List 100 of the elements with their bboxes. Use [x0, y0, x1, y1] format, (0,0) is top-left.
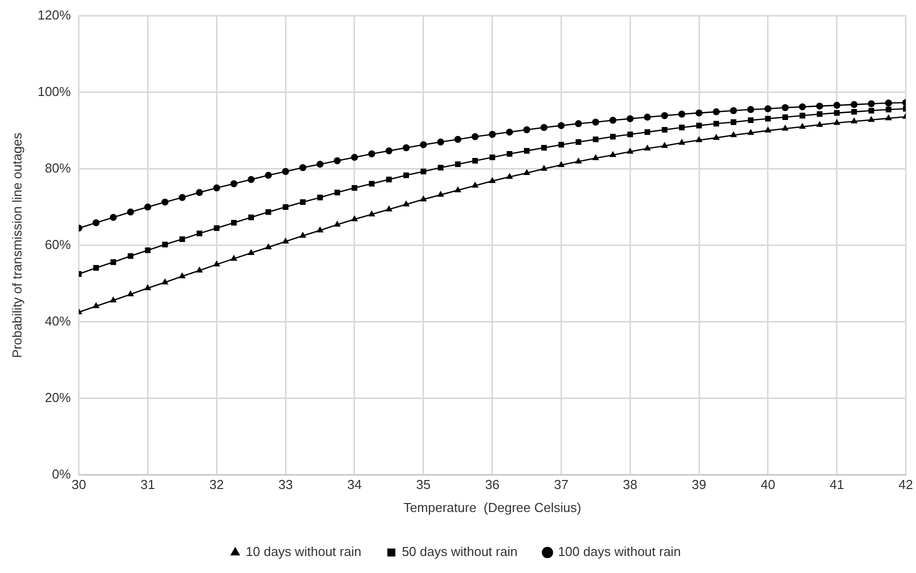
point — [162, 278, 168, 284]
point — [402, 200, 410, 206]
point — [334, 190, 340, 196]
point — [730, 131, 737, 138]
point — [352, 185, 358, 191]
point — [213, 260, 220, 266]
point — [764, 105, 772, 112]
point — [128, 253, 134, 259]
point — [626, 115, 634, 122]
point — [162, 242, 168, 248]
point — [196, 266, 203, 273]
point — [610, 134, 616, 140]
point — [886, 106, 892, 112]
x-tick-label: 42 — [898, 477, 914, 492]
point — [782, 114, 788, 120]
point — [609, 151, 616, 158]
point — [730, 107, 737, 114]
point — [403, 172, 409, 178]
point — [558, 160, 565, 167]
point — [627, 132, 633, 138]
point — [179, 236, 186, 242]
point — [730, 119, 736, 125]
point — [282, 204, 288, 210]
point — [144, 284, 152, 290]
point — [472, 182, 479, 188]
point — [558, 142, 564, 148]
point — [524, 148, 530, 154]
point — [798, 103, 806, 110]
point — [506, 172, 513, 179]
x-tick-label: 37 — [554, 477, 568, 492]
point — [386, 176, 392, 182]
point — [264, 243, 272, 250]
point — [248, 176, 255, 184]
point — [230, 180, 238, 188]
point — [488, 177, 496, 184]
point — [178, 194, 186, 201]
point — [800, 112, 806, 118]
point — [110, 214, 117, 221]
point — [868, 108, 874, 114]
point — [678, 110, 686, 118]
point — [368, 150, 376, 158]
point — [885, 100, 892, 107]
point — [299, 164, 306, 172]
point — [110, 259, 116, 265]
x-tick-label: 38 — [622, 477, 638, 492]
point — [592, 118, 600, 126]
point — [523, 126, 530, 134]
x-tick-label: 35 — [416, 477, 431, 492]
x-tick-label: 40 — [760, 477, 776, 492]
x-tick-label: 33 — [278, 477, 293, 492]
point — [213, 184, 220, 192]
point — [661, 112, 668, 120]
point — [712, 134, 720, 140]
point — [506, 128, 514, 136]
point — [696, 136, 703, 142]
point — [592, 136, 599, 142]
point — [334, 220, 341, 227]
point — [834, 110, 840, 116]
point — [420, 168, 426, 174]
point — [437, 190, 444, 197]
point — [696, 122, 702, 128]
point — [454, 186, 462, 192]
x-tick-label: 32 — [209, 477, 224, 492]
point — [178, 272, 186, 278]
point — [609, 116, 616, 124]
point — [161, 198, 168, 206]
point — [868, 100, 875, 108]
point — [472, 133, 479, 140]
point — [214, 225, 220, 231]
point — [626, 148, 634, 154]
y-tick-label: 0% — [52, 466, 72, 482]
point — [144, 204, 152, 211]
point — [662, 126, 668, 133]
point — [264, 172, 272, 179]
x-tick-label: 39 — [692, 477, 706, 492]
point — [127, 208, 134, 216]
point — [644, 129, 650, 135]
point — [300, 199, 306, 205]
point — [592, 154, 600, 160]
y-tick-label: 20% — [44, 390, 72, 405]
point — [230, 254, 238, 261]
point — [93, 265, 99, 271]
point — [282, 168, 290, 175]
point — [127, 290, 134, 296]
point — [110, 296, 117, 302]
point — [351, 215, 358, 222]
point — [385, 147, 392, 154]
point — [454, 136, 462, 143]
point — [541, 144, 547, 151]
point — [316, 226, 324, 232]
y-tick-label: 100% — [38, 84, 72, 99]
point — [574, 120, 582, 128]
point — [488, 130, 496, 138]
point — [748, 117, 754, 124]
point — [420, 195, 427, 202]
point — [661, 142, 668, 148]
x-tick-label: 41 — [830, 477, 844, 492]
point — [489, 154, 496, 160]
point — [144, 247, 151, 254]
point — [782, 124, 789, 131]
